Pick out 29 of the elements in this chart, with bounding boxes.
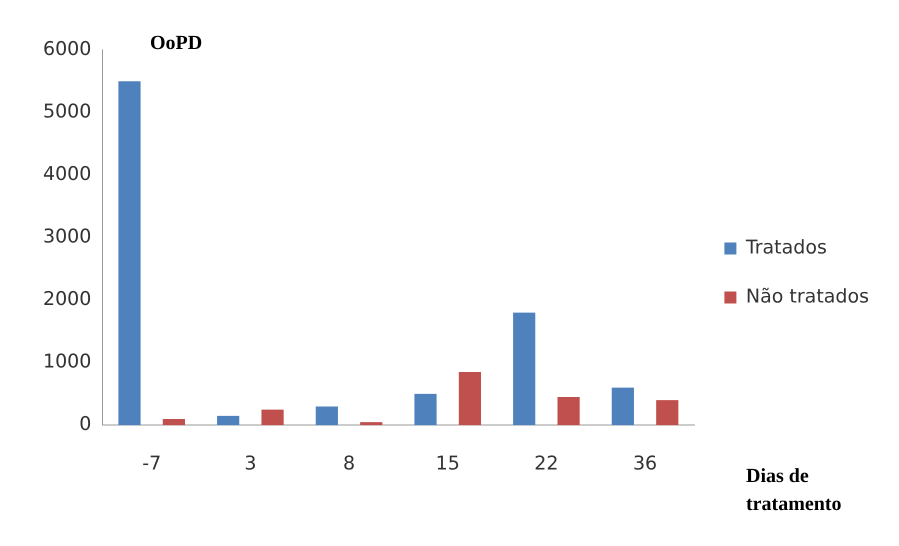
bar (414, 394, 437, 426)
x-axis-title: Dias de tratamento (746, 464, 843, 517)
x-tick-label: 15 (436, 452, 460, 475)
y-tick-label: 1000 (42, 350, 92, 373)
bar (458, 372, 482, 426)
y-tick-label: 2000 (42, 288, 92, 310)
bar (360, 422, 382, 426)
bar (261, 410, 284, 426)
x-tick-label: 36 (632, 452, 658, 475)
bar (656, 400, 678, 426)
chart-title: OoPD (150, 32, 202, 55)
bar (557, 397, 580, 426)
legend-label: Não tratados (746, 285, 870, 308)
x-tick-label: -7 (142, 452, 162, 475)
bar (316, 406, 338, 426)
x-tick-label: 8 (342, 452, 356, 475)
x-tick-label: 3 (244, 452, 256, 475)
bar (217, 416, 240, 426)
y-tick-label: 4000 (42, 163, 92, 186)
x-tick-label: 22 (534, 452, 558, 475)
bar (612, 388, 634, 426)
legend-label: Tratados (744, 236, 827, 258)
y-tick-label: 3000 (42, 226, 92, 248)
bar (162, 418, 185, 426)
y-tick-label: 6000 (42, 38, 92, 60)
bar (118, 81, 141, 426)
y-tick-label: 5000 (42, 100, 92, 122)
y-tick-label: 0 (79, 413, 92, 436)
bar (513, 312, 536, 426)
